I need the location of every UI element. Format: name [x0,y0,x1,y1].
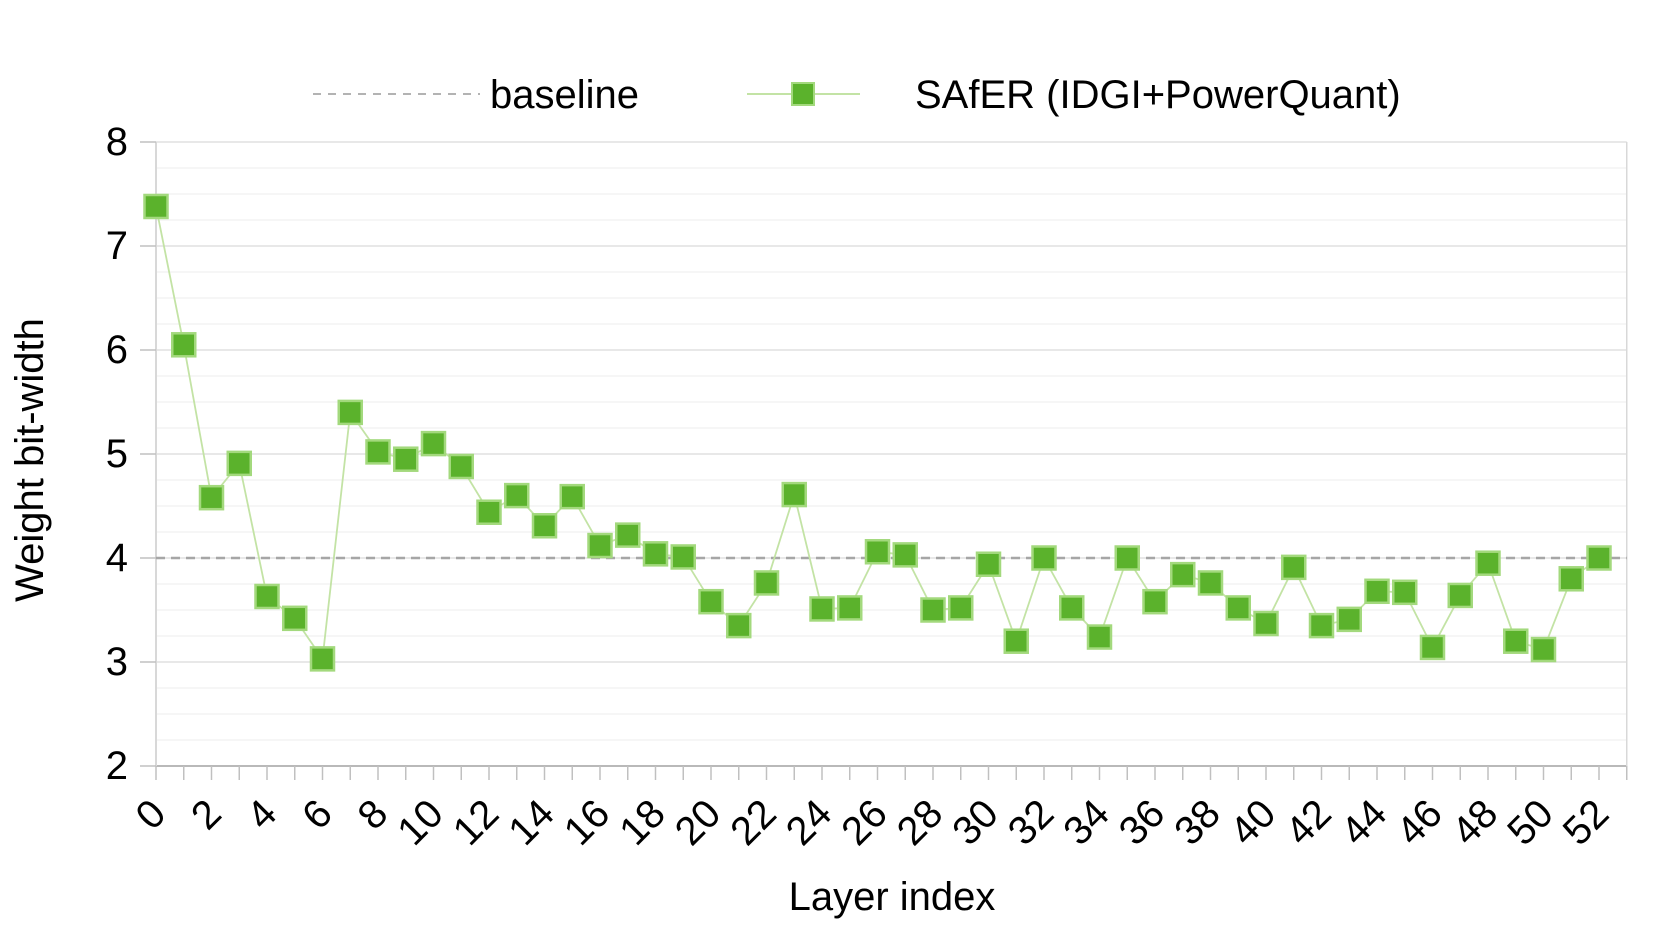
data-point [809,596,835,622]
x-tick-label: 22 [722,791,785,854]
y-tick-label: 2 [106,744,128,788]
x-tick-label: 48 [1444,791,1507,854]
x-tick-label: 52 [1555,791,1618,854]
x-tick-label: 26 [833,791,896,854]
data-point [726,612,752,639]
x-tick-label: 42 [1277,791,1340,854]
data-point [393,446,419,472]
y-tick-label: 6 [106,328,128,372]
data-point [1114,545,1140,571]
data-point [1558,566,1584,592]
x-tick-label: 20 [667,791,730,854]
x-tick-label: 6 [294,791,341,838]
x-tick-label: 14 [500,791,563,854]
data-point [1336,606,1362,633]
data-point [698,588,724,615]
x-tick-label: 12 [445,791,508,854]
data-point [1475,550,1501,576]
y-tick-label: 7 [106,224,128,268]
data-point [587,532,613,559]
x-tick-label: 46 [1388,791,1451,854]
data-point [282,605,308,632]
x-tick-label: 16 [556,791,619,854]
data-point [171,332,197,358]
data-point [1170,561,1196,588]
data-point [864,539,891,565]
data-point [1253,610,1279,637]
data-point [198,484,225,511]
x-tick-label: 44 [1333,791,1396,854]
x-axis-title: Layer index [788,875,996,919]
data-point [1281,554,1307,581]
legend-baseline-label: baseline [490,73,640,117]
x-tick-label: 38 [1166,791,1229,854]
x-tick-label: 30 [944,791,1007,854]
data-point [1586,545,1612,571]
data-point [309,646,336,672]
data-point [1364,578,1390,605]
data-point [1392,579,1418,606]
data-point [531,513,558,539]
y-tick-label: 4 [106,536,128,580]
x-tick-label: 28 [889,791,952,854]
data-point [892,542,918,568]
x-tick-label: 32 [1000,791,1063,854]
data-point [642,541,669,567]
data-point [365,439,391,465]
data-point [504,482,530,509]
data-point [143,193,169,220]
x-tick-label: 8 [350,791,397,838]
legend-baseline-dash-sample [313,93,480,95]
data-point [1225,595,1251,621]
data-point [420,430,447,457]
y-tick-label: 3 [106,640,128,684]
data-point [226,450,252,477]
data-point [920,597,946,623]
data-point [1308,612,1335,639]
data-point [1031,545,1057,571]
x-tick-label: 2 [183,791,230,838]
data-point [559,483,585,510]
x-tick-label: 36 [1111,791,1174,854]
data-point [753,570,780,596]
data-point [837,595,863,621]
data-point [1447,582,1473,609]
data-point [1419,634,1446,661]
data-point [254,583,280,610]
y-tick-label: 5 [106,432,128,476]
data-point [975,551,1002,577]
data-point [1142,588,1168,615]
data-point [1059,595,1085,621]
data-point [615,522,641,548]
y-axis-title: Weight bit-width [8,318,52,602]
data-point [1503,628,1529,654]
data-point [948,595,974,621]
x-tick-label: 24 [778,791,841,854]
x-tick-label: 34 [1055,791,1118,854]
x-tick-label: 0 [128,791,175,838]
data-point [1003,628,1029,654]
x-tick-label: 18 [611,791,674,854]
x-tick-label: 4 [239,791,286,838]
data-point [670,544,696,570]
data-point [1197,570,1224,596]
data-point [781,481,807,508]
data-point [476,499,502,525]
x-tick-label: 50 [1499,791,1562,854]
data-point [337,399,363,426]
x-tick-label: 40 [1222,791,1285,854]
legend-safer-marker-icon [791,82,815,106]
x-tick-label: 10 [389,791,452,854]
legend-safer-label: SAfER (IDGI+PowerQuant) [915,73,1401,117]
y-tick-label: 8 [106,120,128,164]
data-point [1530,636,1557,663]
data-point [1086,624,1113,650]
data-point [448,453,474,480]
